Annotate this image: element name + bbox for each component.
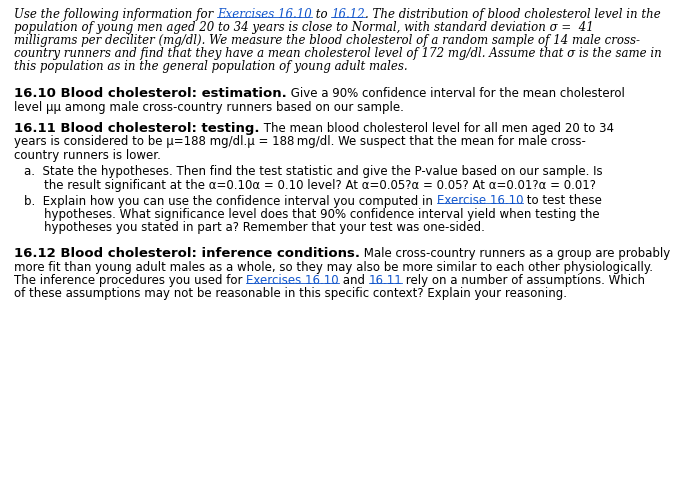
- Text: the result significant at the α=0.10α = 0.10 level? At α=0.05?α = 0.05? At α=0.0: the result significant at the α=0.10α = …: [44, 179, 596, 192]
- Text: The mean blood cholesterol level for all men aged 20 to 34: The mean blood cholesterol level for all…: [259, 122, 614, 135]
- Text: country runners is lower.: country runners is lower.: [14, 149, 161, 162]
- Text: . The distribution of blood cholesterol level in the: . The distribution of blood cholesterol …: [365, 8, 661, 21]
- Text: rely on a number of assumptions. Which: rely on a number of assumptions. Which: [402, 274, 646, 287]
- Text: and: and: [339, 274, 369, 287]
- Text: Use the following information for: Use the following information for: [14, 8, 217, 21]
- Text: The inference procedures you used for: The inference procedures you used for: [14, 274, 246, 287]
- Text: years is considered to be μ=188 mg/dl.μ = 188 mg/dl. We suspect that the mean fo: years is considered to be μ=188 mg/dl.μ …: [14, 136, 586, 148]
- Text: Give a 90% confidence interval for the mean cholesterol: Give a 90% confidence interval for the m…: [287, 87, 624, 100]
- Text: hypotheses you stated in part a? Remember that your test was one-sided.: hypotheses you stated in part a? Remembe…: [44, 221, 485, 235]
- Text: 16.11 Blood cholesterol: testing.: 16.11 Blood cholesterol: testing.: [14, 122, 259, 135]
- Text: b.  Explain how you can use the confidence interval you computed in: b. Explain how you can use the confidenc…: [24, 195, 436, 207]
- Text: this population as in the general population of young adult males.: this population as in the general popula…: [14, 60, 408, 73]
- Text: 16.11: 16.11: [369, 274, 402, 287]
- Text: Exercises 16.10: Exercises 16.10: [217, 8, 312, 21]
- Text: more fit than young adult males as a whole, so they may also be more similar to : more fit than young adult males as a who…: [14, 260, 653, 274]
- Text: Exercise 16.10: Exercise 16.10: [436, 195, 523, 207]
- Text: population of young men aged 20 to 34 years is close to Normal, with standard de: population of young men aged 20 to 34 ye…: [14, 21, 594, 34]
- Text: to test these: to test these: [523, 195, 602, 207]
- Text: of these assumptions may not be reasonable in this specific context? Explain you: of these assumptions may not be reasonab…: [14, 288, 567, 300]
- Text: 16.12: 16.12: [331, 8, 365, 21]
- Text: 16.10 Blood cholesterol: estimation.: 16.10 Blood cholesterol: estimation.: [14, 87, 287, 100]
- Text: a.  State the hypotheses. Then find the test statistic and give the P-value base: a. State the hypotheses. Then find the t…: [24, 165, 603, 179]
- Text: milligrams per deciliter (mg/dl). We measure the blood cholesterol of a random s: milligrams per deciliter (mg/dl). We mea…: [14, 34, 640, 47]
- Text: Exercises 16.10: Exercises 16.10: [246, 274, 339, 287]
- Text: level μμ among male cross-country runners based on our sample.: level μμ among male cross-country runner…: [14, 100, 404, 113]
- Text: Male cross-country runners as a group are probably: Male cross-country runners as a group ar…: [360, 247, 670, 260]
- Text: hypotheses. What significance level does that 90% confidence interval yield when: hypotheses. What significance level does…: [44, 208, 600, 221]
- Text: 16.12 Blood cholesterol: inference conditions.: 16.12 Blood cholesterol: inference condi…: [14, 247, 360, 260]
- Text: to: to: [312, 8, 331, 21]
- Text: country runners and find that they have a mean cholesterol level of 172 mg/dl. A: country runners and find that they have …: [14, 47, 661, 60]
